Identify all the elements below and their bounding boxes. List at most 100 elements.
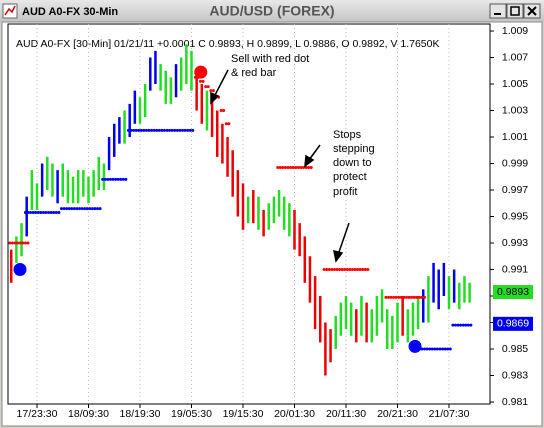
stop-dot (67, 207, 71, 211)
y-tick-label: 0.995 (502, 210, 528, 222)
y-tick-label: 0.991 (502, 263, 528, 275)
stop-dot (448, 347, 452, 351)
stop-dot (13, 241, 17, 245)
stop-dot (278, 165, 282, 169)
y-tick-label: 0.997 (502, 184, 528, 196)
stop-dot (420, 295, 424, 299)
stop-dot (345, 268, 349, 272)
stop-dot (47, 211, 51, 215)
stop-dot (126, 128, 130, 132)
stop-dot (387, 295, 391, 299)
stop-dot (173, 128, 177, 132)
x-tick-label: 20/11:30 (326, 408, 366, 420)
stop-dot (34, 211, 38, 215)
stop-dot (459, 323, 463, 327)
chart-title: AUD/USD (FOREX) (209, 3, 334, 19)
stop-dot (188, 128, 192, 132)
stop-dot (162, 128, 166, 132)
y-tick-label: 0.993 (502, 237, 528, 249)
stop-dot (423, 295, 427, 299)
stop-dot (70, 207, 74, 211)
x-tick-label: 21/07:30 (429, 408, 470, 420)
stop-dot (80, 207, 84, 211)
stop-dot (348, 268, 352, 272)
stop-dot (36, 211, 40, 215)
stop-dot (183, 128, 187, 132)
stop-dot (356, 268, 360, 272)
stop-dot (160, 128, 164, 132)
stop-dot (417, 295, 421, 299)
stop-dot (11, 241, 15, 245)
stop-dot (198, 79, 202, 83)
stop-dot (29, 211, 33, 215)
stop-dot (430, 347, 434, 351)
stop-dot (433, 347, 437, 351)
signal-dot (408, 339, 422, 353)
stop-dot (340, 268, 344, 272)
stop-dot (222, 109, 226, 113)
stop-dot (286, 165, 290, 169)
y-tick-label: 1.005 (502, 78, 528, 90)
stop-dot (52, 211, 56, 215)
stop-dot (428, 347, 432, 351)
stop-dot (343, 268, 347, 272)
stop-dot (106, 177, 110, 181)
x-tick-label: 20/01:30 (274, 408, 315, 420)
stop-dot (54, 211, 58, 215)
stop-dot (466, 323, 470, 327)
stop-dot (49, 211, 53, 215)
stop-dot (399, 295, 403, 299)
stop-dot (134, 128, 138, 132)
stop-dot (412, 295, 416, 299)
stop-dot (415, 295, 419, 299)
stop-dot (103, 177, 107, 181)
stop-dot (353, 268, 357, 272)
stop-dot (446, 347, 450, 351)
stop-dot (90, 207, 94, 211)
stop-dot (62, 207, 66, 211)
y-tick-label: 0.985 (502, 343, 528, 355)
value-box (493, 285, 533, 300)
stop-dot (186, 128, 190, 132)
stop-dot (296, 165, 300, 169)
stop-dot (206, 85, 210, 89)
stop-dot (18, 241, 22, 245)
stop-dot (193, 75, 197, 79)
stop-dot (121, 177, 125, 181)
stop-dot (327, 268, 331, 272)
value-label: 0.9869 (497, 318, 529, 330)
window-buttons[interactable] (489, 3, 541, 19)
stop-dot (180, 128, 184, 132)
stop-dot (142, 128, 146, 132)
stop-dot (410, 295, 414, 299)
annotation: profit (333, 186, 357, 198)
stop-dot (114, 177, 118, 181)
stop-dot (453, 323, 457, 327)
stop-dot (405, 295, 409, 299)
stop-dot (137, 128, 141, 132)
stop-dot (281, 165, 285, 169)
stop-dot (461, 323, 465, 327)
signal-dot (194, 65, 208, 79)
stop-dot (124, 177, 128, 181)
stop-dot (21, 241, 25, 245)
annotations: Sell with red dot & red bar Stops steppi… (210, 53, 375, 263)
stop-dot (392, 295, 396, 299)
annotation: Sell with red dot (231, 53, 309, 65)
x-tick-label: 19/05:30 (171, 408, 212, 420)
x-tick-label: 18/19:30 (120, 408, 161, 420)
stop-dot (23, 241, 27, 245)
x-tick-label: 18/09:30 (68, 408, 109, 420)
stop-dot (75, 207, 79, 211)
stop-dot (31, 211, 35, 215)
stop-dot (325, 268, 329, 272)
stop-dot (152, 128, 156, 132)
stop-dot (397, 295, 401, 299)
stop-dot (204, 85, 208, 89)
y-tick-label: 0.981 (502, 396, 528, 408)
stop-dot (299, 165, 303, 169)
stop-dot (139, 128, 143, 132)
stop-dot (384, 295, 388, 299)
stop-dot (350, 268, 354, 272)
stop-dot (219, 109, 223, 113)
